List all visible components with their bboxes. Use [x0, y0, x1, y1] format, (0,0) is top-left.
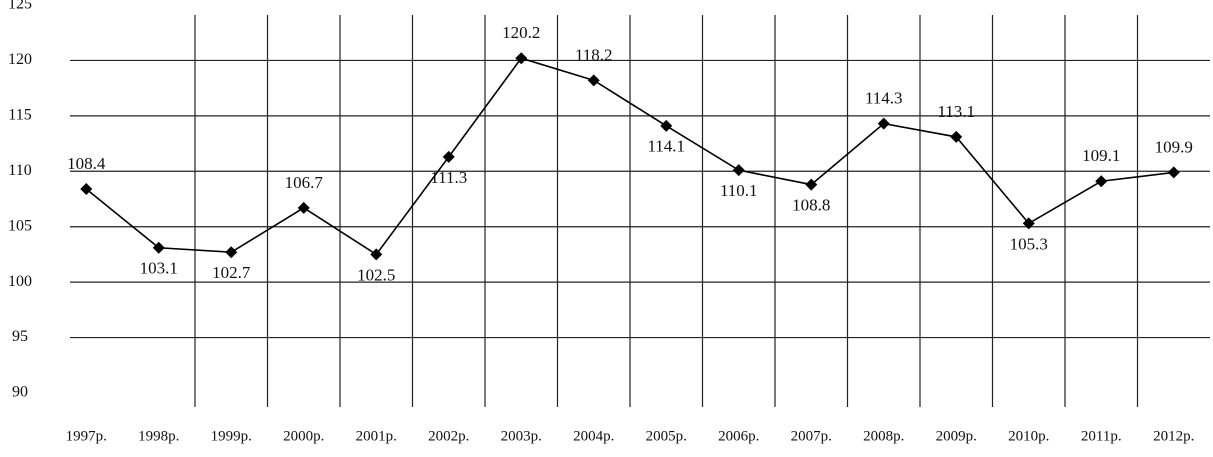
y-tick-label: 95: [12, 328, 28, 345]
data-label: 109.9: [1155, 137, 1193, 156]
y-tick-label: 105: [8, 217, 32, 234]
marker: [80, 183, 93, 196]
x-tick-label: 2012р.: [1153, 428, 1194, 444]
y-tick-label: 115: [8, 107, 31, 124]
data-label: 118.2: [575, 45, 613, 64]
data-label: 109.1: [1082, 146, 1120, 165]
x-tick-label: 2007р.: [791, 428, 832, 444]
data-label: 114.3: [865, 89, 903, 108]
marker: [732, 164, 745, 177]
data-label: 111.3: [430, 168, 467, 187]
x-tick-label: 2000р.: [283, 428, 324, 444]
x-tick-label: 2002р.: [428, 428, 469, 444]
data-label: 102.5: [357, 265, 395, 284]
marker: [1167, 166, 1180, 179]
marker: [1022, 217, 1035, 230]
line: [85, 57, 1174, 256]
data-label: 110.1: [720, 181, 758, 200]
x-tick-label: 1997р.: [66, 428, 107, 444]
x-tick-label: 2009р.: [936, 428, 977, 444]
marker: [660, 119, 673, 132]
data-label: 114.1: [647, 137, 685, 156]
data-label: 108.8: [792, 195, 830, 214]
x-tick-label: 2003р.: [501, 428, 542, 444]
marker: [1095, 175, 1108, 188]
data-label: 113.1: [937, 102, 975, 121]
marker: [442, 150, 455, 163]
x-tick-label: 2004р.: [573, 428, 614, 444]
data-label: 105.3: [1010, 234, 1048, 253]
marker: [370, 248, 383, 261]
y-tick-label: 90: [12, 384, 28, 401]
x-tick-label: 2011р.: [1081, 428, 1122, 444]
marker: [515, 52, 528, 65]
marker: [587, 74, 600, 87]
x-tick-label: 2006р.: [718, 428, 759, 444]
marker: [877, 117, 890, 130]
y-tick-label: 120: [8, 51, 32, 68]
marker: [805, 178, 818, 191]
x-tick-label: 2010р.: [1008, 428, 1049, 444]
x-tick-label: 2001р.: [356, 428, 397, 444]
y-tick-label: 110: [8, 162, 31, 179]
data-label: 102.7: [212, 263, 251, 282]
data-label: 120.2: [502, 23, 540, 42]
data-label: 103.1: [140, 259, 178, 278]
marker: [297, 201, 310, 214]
y-tick-label: 100: [8, 273, 32, 290]
data-label: 108.4: [67, 154, 106, 173]
data-label: 106.7: [285, 173, 324, 192]
x-tick-label: 1999р.: [211, 428, 252, 444]
x-tick-label: 2008р.: [863, 428, 904, 444]
x-tick-label: 1998р.: [138, 428, 179, 444]
x-tick-label: 2005р.: [646, 428, 687, 444]
y-tick-label: 125: [8, 0, 32, 13]
marker: [152, 241, 165, 254]
marker: [225, 246, 238, 259]
marker: [950, 130, 963, 143]
